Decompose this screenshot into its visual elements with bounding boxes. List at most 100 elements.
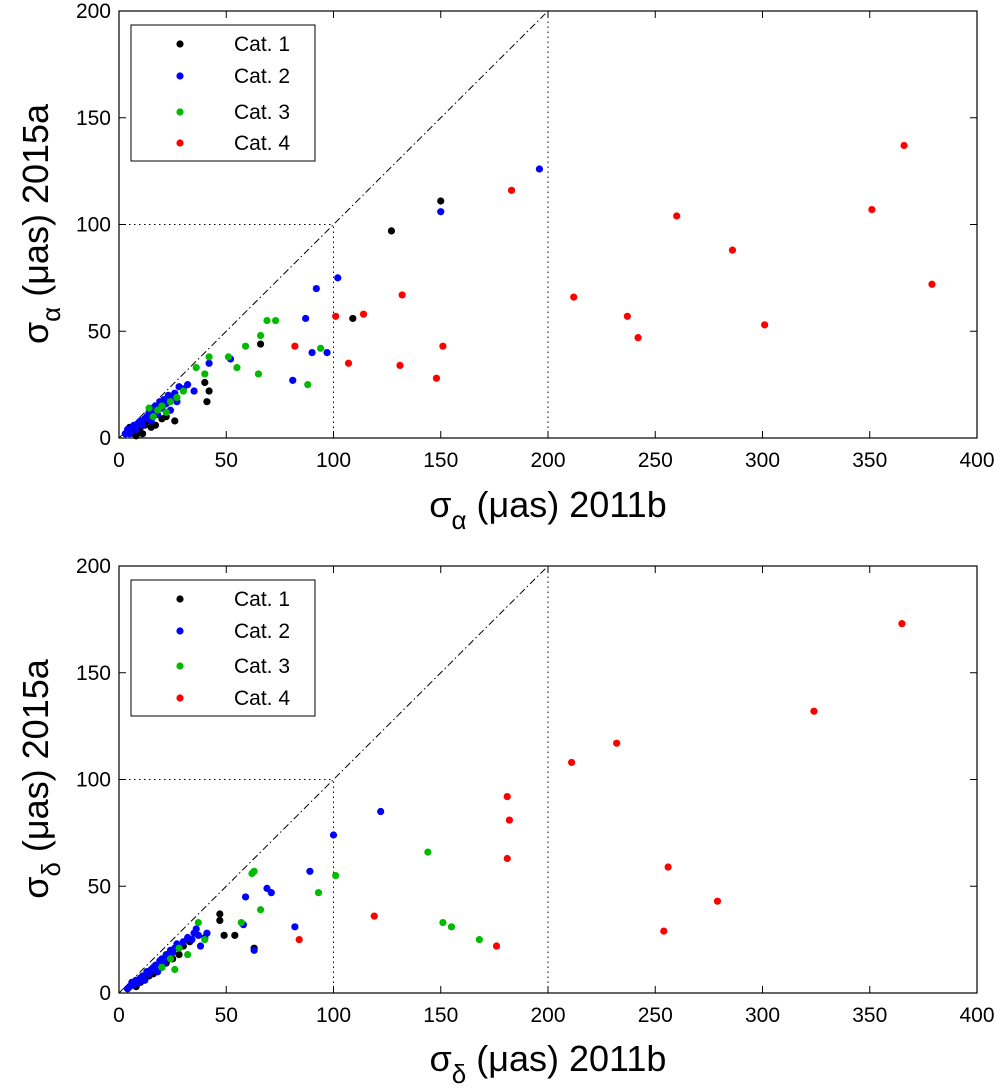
x-tick-label: 200 — [530, 1004, 565, 1027]
point-cat-3 — [475, 936, 483, 944]
point-cat-1 — [231, 931, 239, 939]
point-cat-2 — [291, 923, 299, 931]
x-tick-label: 400 — [959, 1004, 994, 1027]
legend-label-cat1: Cat. 1 — [234, 588, 290, 611]
point-cat-4 — [344, 359, 353, 367]
x-axis-symbol: σ — [430, 1038, 452, 1079]
x-tick-label: 150 — [423, 1004, 458, 1027]
point-cat-2 — [192, 925, 200, 933]
point-cat-2 — [241, 893, 250, 901]
point-cat-3 — [314, 889, 323, 897]
point-cat-4 — [634, 334, 642, 342]
point-cat-3 — [201, 936, 209, 944]
point-cat-4 — [503, 792, 511, 801]
point-cat-2 — [194, 931, 202, 939]
point-cat-3 — [237, 918, 245, 927]
x-axis-label: σδ (μas) 2011b — [430, 1038, 667, 1089]
point-cat-1 — [203, 398, 211, 406]
point-cat-4 — [332, 312, 340, 320]
point-cat-2 — [308, 349, 316, 357]
point-cat-4 — [728, 246, 737, 254]
point-cat-3 — [173, 393, 181, 402]
data-points — [123, 620, 906, 993]
point-cat-3 — [166, 398, 175, 406]
point-cat-3 — [179, 387, 187, 395]
y-axis-text: (μas) 2015a — [15, 658, 56, 862]
point-cat-3 — [250, 867, 258, 875]
x-tick-label: 400 — [959, 449, 994, 472]
y-tick-label: 200 — [76, 555, 111, 578]
point-cat-4 — [761, 321, 769, 329]
x-tick-label: 0 — [113, 449, 125, 472]
legend-label-cat3: Cat. 3 — [234, 101, 290, 124]
point-cat-2 — [188, 936, 196, 944]
point-cat-4 — [898, 620, 906, 628]
legend-label-cat3: Cat. 3 — [234, 655, 290, 678]
point-cat-3 — [439, 918, 447, 927]
point-cat-4 — [396, 361, 404, 370]
x-tick-label: 300 — [745, 449, 780, 472]
x-tick-label: 350 — [852, 1004, 887, 1027]
point-cat-3 — [162, 408, 170, 416]
point-cat-1 — [201, 378, 209, 387]
point-cat-3 — [254, 370, 263, 378]
point-cat-3 — [271, 316, 280, 325]
point-cat-2 — [205, 359, 213, 367]
legend-label-cat1: Cat. 1 — [234, 33, 290, 56]
identity-line — [118, 565, 549, 994]
point-cat-1 — [138, 430, 147, 438]
x-tick-label: 50 — [215, 449, 238, 472]
point-cat-4 — [507, 186, 516, 194]
x-tick-labels: 0 50 100 150 200 250 300 350 400 — [113, 449, 994, 472]
y-tick-label: 0 — [99, 982, 111, 1005]
legend-marker-cat1 — [176, 595, 184, 603]
point-cat-4 — [900, 141, 908, 150]
point-cat-4 — [664, 863, 672, 871]
x-axis-text: (μas) 2011b — [467, 484, 667, 525]
point-cat-3 — [149, 413, 157, 421]
point-cat-4 — [623, 312, 631, 320]
point-cat-4 — [928, 280, 936, 288]
legend-marker-cat1 — [176, 40, 184, 48]
point-cat-3 — [158, 402, 166, 410]
point-cat-4 — [567, 758, 576, 767]
point-cat-4 — [492, 942, 501, 950]
y-tick-label: 150 — [76, 662, 111, 685]
point-cat-2 — [323, 349, 331, 357]
legend-marker-cat3 — [176, 662, 184, 670]
point-cat-1 — [205, 387, 213, 395]
point-cat-3 — [171, 965, 179, 974]
y-tick-label: 50 — [88, 875, 111, 898]
point-cat-3 — [201, 370, 209, 378]
y-tick-label: 150 — [76, 107, 111, 130]
point-cat-3 — [304, 381, 312, 389]
point-cat-3 — [424, 848, 432, 856]
guide-lines — [118, 565, 549, 994]
point-cat-1 — [220, 931, 228, 939]
point-cat-3 — [263, 316, 271, 325]
x-tick-label: 250 — [638, 449, 673, 472]
point-cat-2 — [184, 381, 192, 389]
point-cat-2 — [302, 314, 310, 323]
guide-lines — [118, 10, 549, 439]
point-cat-4 — [570, 293, 578, 301]
point-cat-2 — [250, 946, 258, 954]
y-axis-text: (μas) 2015a — [15, 103, 56, 307]
point-cat-2 — [196, 942, 205, 950]
x-axis-label: σα (μas) 2011b — [429, 484, 666, 535]
x-tick-labels: 0 50 100 150 200 250 300 350 400 — [113, 1004, 994, 1027]
legend-box — [130, 24, 316, 162]
point-cat-2 — [141, 976, 149, 984]
point-cat-2 — [190, 387, 198, 395]
x-axis-subscript: α — [452, 505, 467, 535]
axis-ticks — [118, 10, 978, 439]
point-cat-1 — [216, 916, 224, 925]
point-cat-4 — [505, 816, 513, 824]
point-cat-3 — [158, 963, 166, 971]
point-cat-3 — [175, 944, 183, 952]
point-cat-2 — [138, 421, 147, 429]
point-cat-2 — [535, 165, 544, 173]
point-cat-4 — [810, 707, 818, 715]
point-cat-2 — [306, 867, 314, 875]
point-cat-4 — [359, 310, 368, 318]
